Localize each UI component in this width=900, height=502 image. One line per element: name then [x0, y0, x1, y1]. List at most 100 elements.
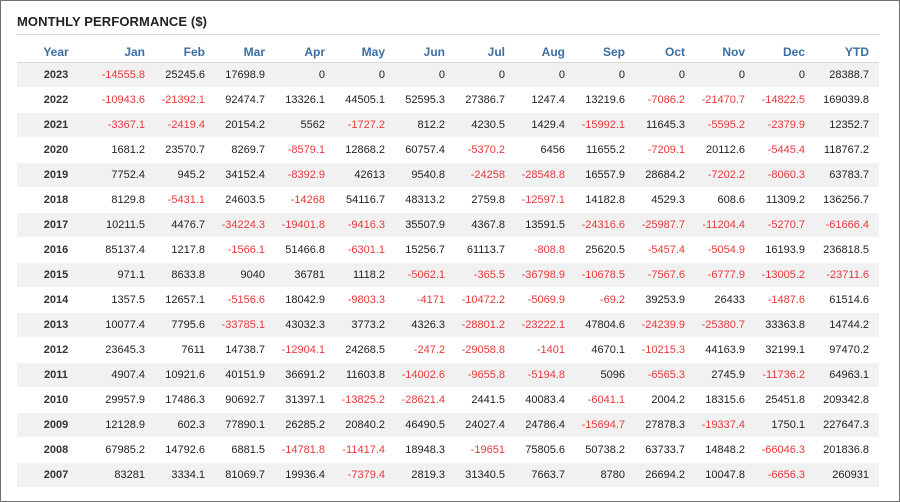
month-value-cell: 5096 [575, 362, 635, 388]
column-header-aug: Aug [515, 41, 575, 63]
month-value-cell: -21470.7 [695, 87, 755, 113]
year-cell: 2019 [17, 162, 95, 188]
month-value-cell: -19337.4 [695, 412, 755, 438]
month-value-cell: 60757.4 [395, 137, 455, 163]
table-row: 2022 -10943.6 -21392.1 92474.7 13326.1 44505.… [17, 87, 879, 113]
month-value-cell: -10472.2 [455, 287, 515, 313]
month-value-cell: 3773.2 [335, 312, 395, 338]
month-value-cell: -365.5 [455, 262, 515, 288]
month-value-cell: 26433 [695, 287, 755, 313]
month-value-cell: -15694.7 [575, 412, 635, 438]
month-value-cell: -3367.1 [95, 112, 155, 138]
month-value-cell: 44163.9 [695, 337, 755, 363]
month-value-cell: 5562 [275, 112, 335, 138]
month-value-cell: 42613 [335, 162, 395, 188]
month-value-cell: 9040 [215, 262, 275, 288]
month-value-cell: -5062.1 [395, 262, 455, 288]
month-value-cell: -10215.3 [635, 337, 695, 363]
column-header-year: Year [17, 41, 95, 63]
month-value-cell: 27878.3 [635, 412, 695, 438]
month-value-cell: -11736.2 [755, 362, 815, 388]
month-value-cell: 8780 [575, 462, 635, 488]
month-value-cell: -10678.5 [575, 262, 635, 288]
table-row: 2023 -14555.8 25245.6 17698.9 0 0 0 0 0 0 0 0 0 28388… [17, 62, 879, 88]
month-value-cell: 18042.9 [275, 287, 335, 313]
table-row: 2018 8129.8 -5431.1 24603.5 -14268 54116.7 483… [17, 187, 879, 213]
month-value-cell: 3334.1 [155, 462, 215, 488]
month-value-cell: 945.2 [155, 162, 215, 188]
year-cell: 2013 [17, 312, 95, 338]
month-value-cell: -5445.4 [755, 137, 815, 163]
month-value-cell: 25245.6 [155, 62, 215, 88]
month-value-cell: 10047.8 [695, 462, 755, 488]
ytd-cell: -61666.4 [815, 212, 879, 238]
month-value-cell: -9416.3 [335, 212, 395, 238]
month-value-cell: 54116.7 [335, 187, 395, 213]
month-value-cell: -6565.3 [635, 362, 695, 388]
month-value-cell: -13005.2 [755, 262, 815, 288]
month-value-cell: -2379.9 [755, 112, 815, 138]
month-value-cell: 6881.5 [215, 437, 275, 463]
month-value-cell: 14182.8 [575, 187, 635, 213]
month-value-cell: 11309.2 [755, 187, 815, 213]
month-value-cell: -7202.2 [695, 162, 755, 188]
month-value-cell: 13591.5 [515, 212, 575, 238]
month-value-cell: 83281 [95, 462, 155, 488]
month-value-cell: 1429.4 [515, 112, 575, 138]
month-value-cell: 0 [755, 62, 815, 88]
year-cell: 2021 [17, 112, 95, 138]
month-value-cell: -5595.2 [695, 112, 755, 138]
month-value-cell: 14848.2 [695, 437, 755, 463]
column-header-jun: Jun [395, 41, 455, 63]
table-body: 2023 -14555.8 25245.6 17698.9 0 0 0 0 0 0 0 0 0 28388… [17, 62, 879, 488]
table-row: 2019 7752.4 945.2 34152.4 -8392.9 42613 9540.8… [17, 162, 879, 188]
monthly-performance-table: Year Jan Feb Mar Apr May Jun Jul Aug Sep… [17, 41, 879, 488]
month-value-cell: -9655.8 [455, 362, 515, 388]
month-value-cell: -15992.1 [575, 112, 635, 138]
month-value-cell: 23570.7 [155, 137, 215, 163]
month-value-cell: 1118.2 [335, 262, 395, 288]
month-value-cell: 81069.7 [215, 462, 275, 488]
month-value-cell: -5194.8 [515, 362, 575, 388]
month-value-cell: -33785.1 [215, 312, 275, 338]
month-value-cell: 39253.9 [635, 287, 695, 313]
month-value-cell: 14792.6 [155, 437, 215, 463]
year-cell: 2023 [17, 62, 95, 88]
year-cell: 2010 [17, 387, 95, 413]
month-value-cell: 971.1 [95, 262, 155, 288]
month-value-cell: 11645.3 [635, 112, 695, 138]
column-header-oct: Oct [635, 41, 695, 63]
table-row: 2017 10211.5 4476.7 -34224.3 -19401.8 -9416.3… [17, 212, 879, 238]
month-value-cell: -247.2 [395, 337, 455, 363]
month-value-cell: 4326.3 [395, 312, 455, 338]
month-value-cell: -1487.6 [755, 287, 815, 313]
column-header-sep: Sep [575, 41, 635, 63]
month-value-cell: -24239.9 [635, 312, 695, 338]
month-value-cell: 12657.1 [155, 287, 215, 313]
month-value-cell: -14781.8 [275, 437, 335, 463]
month-value-cell: 2759.8 [455, 187, 515, 213]
month-value-cell: 608.6 [695, 187, 755, 213]
month-value-cell: 0 [275, 62, 335, 88]
year-cell: 2020 [17, 137, 95, 163]
month-value-cell: -6301.1 [335, 237, 395, 263]
month-value-cell: -36798.9 [515, 262, 575, 288]
month-value-cell: 29957.9 [95, 387, 155, 413]
month-value-cell: 51466.8 [275, 237, 335, 263]
month-value-cell: 61113.7 [455, 237, 515, 263]
column-header-nov: Nov [695, 41, 755, 63]
month-value-cell: -1566.1 [215, 237, 275, 263]
table-row: 2015 971.1 8633.8 9040 36781 1118.2 -5062.1 -36… [17, 262, 879, 288]
ytd-cell: 14744.2 [815, 312, 879, 338]
month-value-cell: 0 [515, 62, 575, 88]
month-value-cell: -13825.2 [335, 387, 395, 413]
month-value-cell: 2441.5 [455, 387, 515, 413]
ytd-cell: 227647.3 [815, 412, 879, 438]
table-row: 2009 12128.9 602.3 77890.1 26285.2 20840.2 464… [17, 412, 879, 438]
table-row: 2007 83281 3334.1 81069.7 19936.4 -7379.4 2819… [17, 462, 879, 488]
ytd-cell: 64963.1 [815, 362, 879, 388]
month-value-cell: 1750.1 [755, 412, 815, 438]
table-row: 2013 10077.4 7795.6 -33785.1 43032.3 3773.2 43… [17, 312, 879, 338]
month-value-cell: -4171 [395, 287, 455, 313]
